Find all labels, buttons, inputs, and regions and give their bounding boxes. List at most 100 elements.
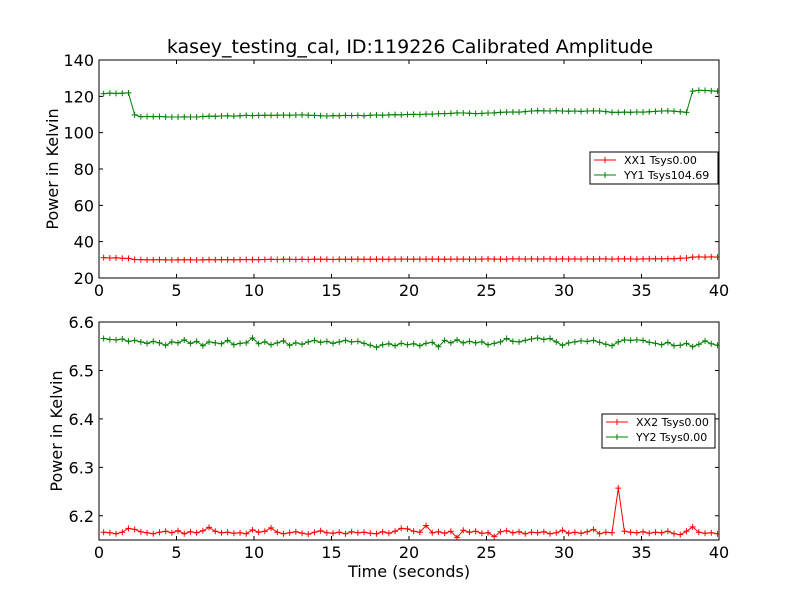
series-2 — [100, 334, 719, 351]
data-point — [627, 255, 634, 262]
data-point — [454, 109, 461, 116]
data-point — [683, 340, 690, 347]
data-point — [596, 339, 603, 346]
data-point — [602, 341, 609, 348]
data-point — [540, 336, 547, 343]
data-point — [516, 109, 523, 116]
data-point — [695, 529, 702, 536]
data-point — [280, 530, 287, 537]
data-point — [212, 113, 219, 120]
data-point — [162, 342, 169, 349]
data-point — [404, 111, 411, 118]
data-point — [175, 527, 182, 534]
data-point — [714, 254, 719, 261]
data-point — [286, 112, 293, 119]
data-point — [131, 526, 138, 533]
data-point — [540, 107, 547, 114]
data-point — [187, 256, 194, 263]
data-point — [274, 339, 281, 346]
data-point — [131, 111, 138, 118]
data-point — [218, 256, 225, 263]
data-point — [144, 113, 151, 120]
data-point — [249, 112, 256, 119]
data-point — [305, 112, 312, 119]
data-point — [292, 112, 299, 119]
data-point — [218, 112, 225, 119]
data-point — [615, 485, 622, 492]
data-point — [237, 256, 244, 263]
legend-marker — [602, 157, 608, 163]
data-point — [392, 528, 399, 535]
legend-label: YY2 Tsys0.00 — [635, 431, 707, 444]
data-point — [181, 336, 188, 343]
data-point — [193, 529, 200, 536]
data-point — [354, 529, 361, 536]
data-point — [658, 529, 665, 536]
data-point — [187, 114, 194, 121]
data-point — [261, 338, 268, 345]
data-point — [410, 256, 417, 263]
data-point — [330, 112, 337, 119]
data-point — [695, 341, 702, 348]
data-point — [354, 256, 361, 263]
data-point — [627, 109, 634, 116]
data-point — [416, 342, 423, 349]
data-point — [714, 88, 719, 95]
data-point — [503, 256, 510, 263]
data-point — [249, 334, 256, 341]
data-point — [404, 256, 411, 263]
data-point — [547, 335, 554, 342]
data-point — [708, 87, 715, 94]
data-point — [336, 112, 343, 119]
data-point — [435, 343, 442, 350]
data-point — [361, 112, 368, 119]
data-point — [466, 256, 473, 263]
data-point — [106, 529, 113, 536]
data-point — [361, 340, 368, 347]
series-1 — [100, 485, 719, 540]
data-point — [584, 338, 591, 345]
x-tick-label: 15 — [321, 543, 341, 562]
data-point — [398, 525, 405, 532]
y-tick-label: 6.3 — [69, 458, 94, 477]
data-point — [640, 255, 647, 262]
data-point — [621, 528, 628, 535]
data-point — [460, 339, 467, 346]
data-point — [615, 255, 622, 262]
data-point — [447, 339, 454, 346]
data-point — [578, 256, 585, 263]
data-point — [516, 528, 523, 535]
data-point — [299, 530, 306, 537]
data-point — [677, 342, 684, 349]
data-point — [230, 113, 237, 120]
data-point — [398, 111, 405, 118]
data-point — [423, 256, 430, 263]
legend: XX2 Tsys0.00 YY2 Tsys0.00 — [601, 413, 716, 449]
data-point — [156, 339, 163, 346]
data-point — [156, 256, 163, 263]
data-point — [305, 256, 312, 263]
data-point — [553, 529, 560, 536]
data-point — [131, 337, 138, 344]
data-point — [485, 110, 492, 117]
legend-label: XX1 Tsys0.00 — [624, 154, 697, 167]
series-2 — [100, 87, 719, 121]
data-point — [144, 340, 151, 347]
data-point — [689, 343, 696, 350]
data-point — [522, 256, 529, 263]
data-point — [460, 527, 467, 534]
data-point — [609, 342, 616, 349]
data-point — [609, 109, 616, 116]
data-point — [181, 113, 188, 120]
data-point — [609, 529, 616, 536]
data-point — [280, 112, 287, 119]
data-point — [162, 256, 169, 263]
data-point — [199, 342, 206, 349]
data-point — [311, 529, 318, 536]
data-point — [534, 529, 541, 536]
data-point — [255, 340, 262, 347]
data-point — [472, 339, 479, 346]
data-point — [311, 112, 318, 119]
data-point — [509, 529, 516, 536]
